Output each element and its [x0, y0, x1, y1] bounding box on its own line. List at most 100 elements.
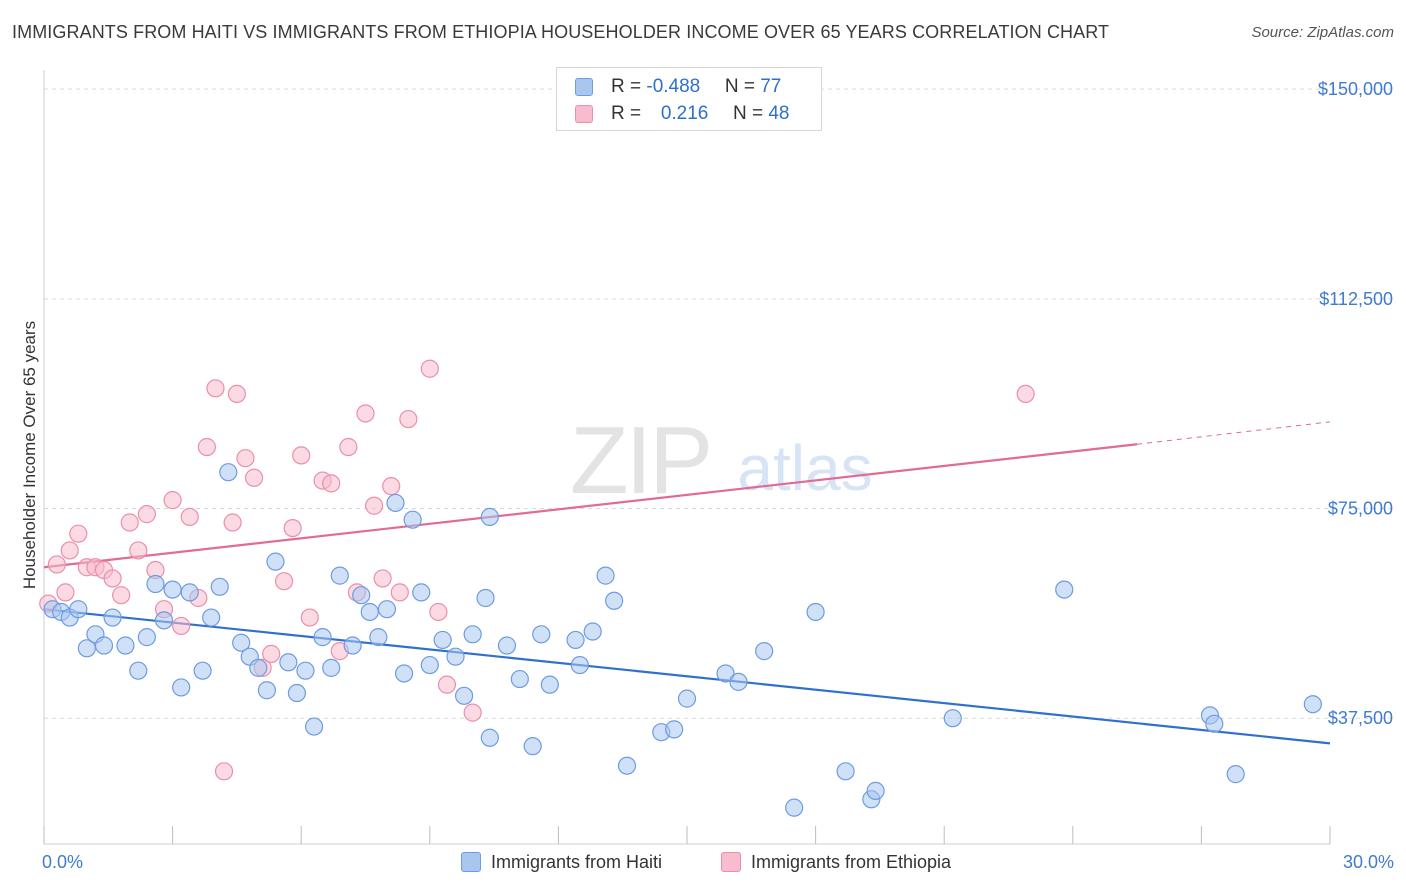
- trend-line-haiti: [43, 608, 1331, 745]
- point-ethiopia-3: [69, 524, 88, 543]
- data-points: [39, 359, 1322, 817]
- legend-swatch-ethiopia: [575, 105, 593, 123]
- point-haiti-60: [665, 720, 684, 739]
- point-ethiopia-18: [197, 437, 216, 457]
- tick-labels: $37,500 $75,000 $112,500 $150,000 0.0% 30.0%: [42, 79, 1394, 872]
- point-haiti-31: [330, 566, 349, 585]
- point-ethiopia-11: [137, 505, 156, 524]
- point-haiti-17: [202, 608, 221, 627]
- point-ethiopia-27: [274, 572, 294, 591]
- trend-line-ethiopia-extension: [1137, 421, 1331, 445]
- point-ethiopia-20: [214, 762, 234, 781]
- point-haiti-64: [755, 642, 774, 661]
- point-ethiopia-16: [180, 507, 199, 527]
- point-ethiopia-45: [463, 703, 482, 722]
- point-haiti-69: [866, 781, 885, 800]
- bottom-legend-ethiopia: Immigrants from Ethiopia: [721, 852, 951, 873]
- y-tick-label-2: $112,500: [1319, 289, 1393, 309]
- point-haiti-53: [566, 630, 585, 650]
- point-ethiopia-28: [283, 518, 302, 538]
- point-haiti-11: [146, 574, 165, 594]
- point-ethiopia-40: [390, 583, 409, 602]
- legend-r-label-haiti: R =: [611, 76, 647, 97]
- y-tick-label-0: $37,500: [1328, 708, 1393, 728]
- chart-source: Source: ZipAtlas.com: [1251, 24, 1394, 41]
- trend-lines: [43, 421, 1331, 745]
- point-haiti-44: [454, 686, 474, 705]
- point-haiti-18: [210, 577, 229, 596]
- point-haiti-30: [322, 658, 341, 677]
- point-haiti-10: [137, 628, 156, 647]
- bottom-legend-haiti: Immigrants from Haiti: [461, 852, 662, 873]
- point-haiti-14: [172, 678, 191, 697]
- point-ethiopia-9: [120, 513, 139, 532]
- point-haiti-54: [570, 655, 589, 675]
- point-ethiopia-32: [322, 474, 341, 493]
- point-haiti-51: [532, 625, 551, 644]
- y-tick-label-3: $150,000: [1318, 79, 1393, 99]
- point-haiti-76: [480, 507, 499, 527]
- point-haiti-35: [369, 628, 388, 647]
- point-haiti-28: [304, 717, 324, 736]
- point-haiti-75: [1303, 695, 1322, 714]
- point-haiti-15: [180, 583, 199, 602]
- point-haiti-32: [343, 636, 362, 655]
- point-haiti-6: [94, 636, 114, 655]
- point-ethiopia-14: [163, 491, 182, 510]
- point-ethiopia-1: [47, 555, 66, 574]
- point-haiti-71: [1055, 580, 1074, 599]
- point-ethiopia-44: [437, 675, 457, 694]
- legend-r-label-ethiopia: R =: [611, 103, 647, 124]
- point-ethiopia-7: [103, 569, 122, 588]
- point-haiti-16: [193, 661, 212, 680]
- legend-n-value-ethiopia: 48: [768, 103, 790, 124]
- point-haiti-61: [677, 689, 697, 708]
- x-tick-label-0: 0.0%: [42, 852, 83, 872]
- point-haiti-38: [394, 664, 414, 683]
- legend-n-label-haiti: N =: [724, 76, 761, 97]
- point-haiti-33: [352, 586, 371, 605]
- point-ethiopia-23: [236, 449, 255, 468]
- point-ethiopia-43: [429, 602, 448, 622]
- legend-n-label-ethiopia: N =: [732, 103, 769, 124]
- point-haiti-13: [163, 580, 182, 599]
- point-haiti-57: [605, 591, 624, 610]
- point-haiti-3: [69, 600, 88, 619]
- legend-text-ethiopia: R = 0.216 N = 48: [611, 103, 789, 125]
- point-haiti-66: [806, 602, 825, 622]
- point-haiti-20: [232, 633, 251, 652]
- point-haiti-58: [617, 756, 637, 775]
- point-haiti-24: [266, 552, 285, 571]
- point-haiti-50: [523, 737, 542, 756]
- bottom-legend-label-ethiopia: Immigrants from Ethiopia: [751, 852, 952, 872]
- watermark-atlas: atlas: [737, 432, 872, 504]
- point-haiti-49: [510, 669, 529, 689]
- y-tick-label-1: $75,000: [1328, 499, 1393, 519]
- chart-title: IMMIGRANTS FROM HAITI VS IMMIGRANTS FROM…: [12, 22, 1110, 42]
- point-haiti-41: [420, 655, 439, 675]
- point-haiti-62: [716, 664, 735, 683]
- point-ethiopia-2: [60, 541, 79, 560]
- point-ethiopia-10: [129, 541, 148, 560]
- point-haiti-37: [386, 493, 405, 513]
- legend-n-value-haiti: 77: [760, 76, 782, 97]
- x-tick-label-1: 30.0%: [1343, 852, 1394, 872]
- point-haiti-27: [296, 661, 315, 680]
- point-ethiopia-19: [206, 379, 225, 398]
- bottom-legend-label-haiti: Immigrants from Haiti: [491, 852, 663, 872]
- point-haiti-23: [257, 681, 277, 700]
- axes: [43, 70, 1331, 845]
- point-haiti-26: [287, 683, 307, 703]
- point-haiti-47: [480, 728, 499, 747]
- bottom-legend-swatch-haiti: [461, 852, 481, 872]
- point-ethiopia-47: [56, 583, 75, 602]
- point-haiti-65: [785, 798, 804, 817]
- point-ethiopia-21: [223, 513, 242, 532]
- point-haiti-43: [446, 647, 465, 666]
- point-haiti-63: [729, 672, 748, 691]
- point-haiti-8: [116, 636, 135, 655]
- legend-r-value-haiti: -0.488: [646, 76, 701, 97]
- point-haiti-52: [540, 675, 559, 694]
- point-haiti-9: [129, 661, 148, 680]
- legend-swatch-haiti: [575, 78, 593, 96]
